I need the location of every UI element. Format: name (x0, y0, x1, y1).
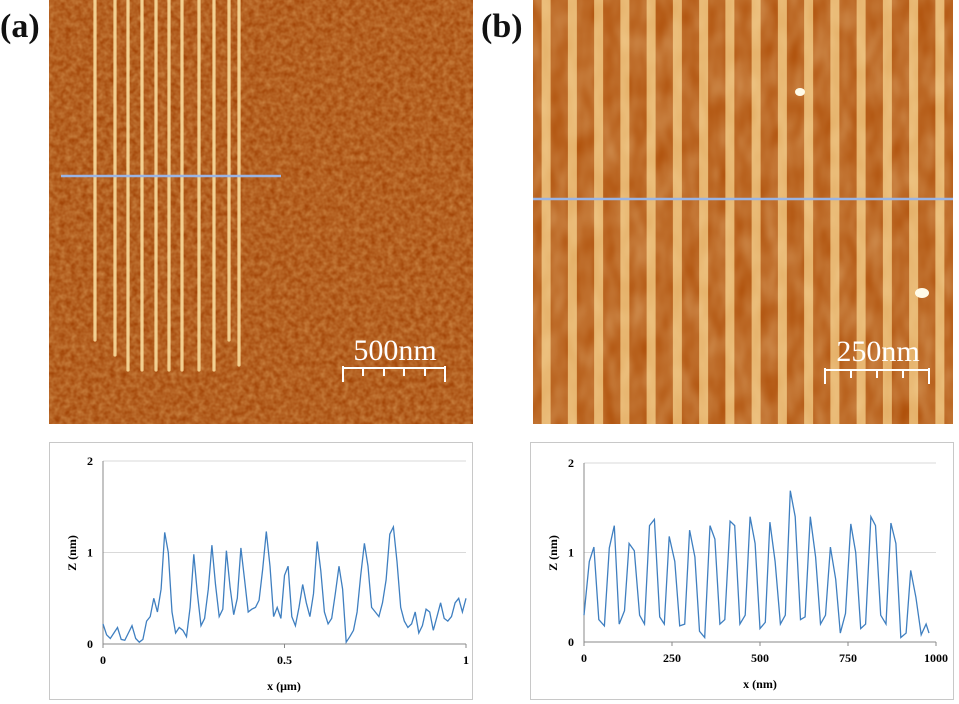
panel-label-a: (a) (0, 8, 40, 45)
scale-bar-label-a: 500nm (353, 334, 436, 367)
y-tick-label-b: 1 (568, 546, 574, 560)
y-tick-label-a: 1 (87, 546, 93, 560)
scale-bar-a (342, 366, 446, 382)
y-axis-label-a: Z (nm) (65, 535, 79, 571)
y-tick-label-a: 0 (87, 637, 93, 651)
nanowire-stripes-a (93, 0, 241, 372)
afm-image-a: 500nm (49, 0, 473, 424)
x-tick-label-b: 0 (581, 651, 587, 665)
gridlines-b (584, 462, 936, 553)
y-tick-label-a: 2 (87, 454, 93, 468)
x-tick-label-b: 250 (663, 651, 681, 665)
particle-2 (915, 288, 929, 298)
x-tick-label-a: 0.5 (277, 653, 292, 667)
x-tick-label-a: 0 (100, 653, 106, 667)
y-axis-label-b: Z (nm) (546, 535, 560, 571)
x-tick-label-b: 500 (751, 651, 769, 665)
y-tick-label-b: 2 (568, 456, 574, 470)
gridlines-a (103, 460, 466, 553)
scale-bar-label-b: 250nm (836, 335, 919, 368)
profile-chart-b: 0 1 2 0 250 500 750 1000 x (nm) Z (nm) (530, 442, 954, 700)
x-axis-label-b: x (nm) (743, 677, 777, 691)
profile-line-series-a (102, 524, 467, 645)
afm-image-b: 250nm (533, 0, 953, 424)
scale-bar-b (824, 368, 930, 384)
particle-1 (795, 88, 805, 96)
x-tick-label-b: 1000 (924, 651, 948, 665)
profile-line-series-b (583, 490, 930, 640)
x-tick-label-a: 1 (463, 653, 469, 667)
panel-label-b: (b) (481, 8, 523, 45)
y-tick-label-b: 0 (568, 635, 574, 649)
x-axis-label-a: x (μm) (267, 679, 301, 693)
x-tick-label-b: 750 (839, 651, 857, 665)
profile-chart-a: 0 1 2 0 0.5 1 x (μm) Z (nm) (49, 442, 473, 700)
